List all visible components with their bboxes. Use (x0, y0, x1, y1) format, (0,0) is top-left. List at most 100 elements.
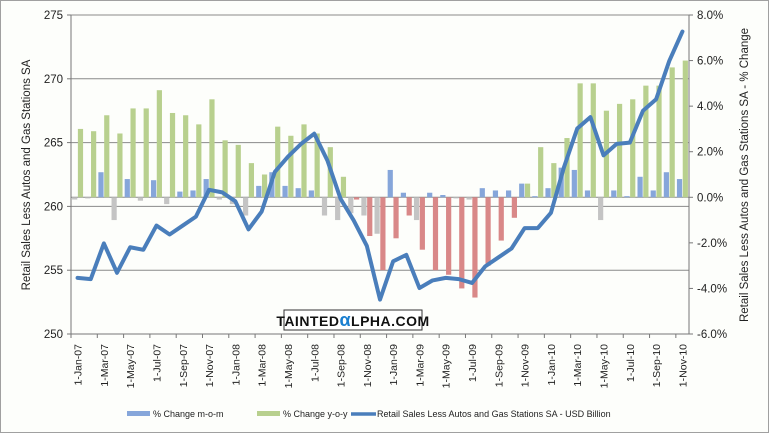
x-tick-label: 1-Nov-09 (520, 344, 532, 387)
right-tick-label: -2.0% (697, 238, 727, 250)
bar-yoy (591, 83, 596, 197)
bar-mom (677, 179, 682, 197)
bar-mom (72, 197, 77, 199)
watermark-logo: TAINTEDαLPHA.COM (276, 310, 429, 330)
bar-mom (256, 186, 261, 197)
bar-mom (532, 196, 537, 197)
left-tick-label: 275 (44, 10, 63, 22)
bar-yoy (183, 115, 188, 197)
bar-mom (467, 197, 472, 199)
bar-yoy (538, 147, 543, 197)
left-tick-label: 270 (44, 74, 63, 86)
bars (72, 61, 688, 298)
bar-mom (125, 179, 130, 197)
legend: % Change m-o-m % Change y-o-y Retail Sal… (127, 409, 611, 419)
bar-mom (190, 190, 195, 197)
x-tick-label: 1-Nov-10 (677, 344, 689, 387)
x-tick-label: 1-Mar-10 (572, 344, 584, 387)
bar-mom (651, 190, 656, 197)
bar-yoy (459, 197, 464, 288)
bar-yoy (144, 108, 149, 197)
bar-mom (440, 195, 445, 197)
bar-yoy (78, 129, 83, 197)
bar-yoy (393, 197, 398, 238)
bar-mom (453, 197, 458, 198)
bar-mom (624, 196, 629, 197)
bar-yoy (209, 99, 214, 197)
bar-yoy (275, 127, 280, 198)
bar-mom (598, 197, 603, 220)
x-tick-label: 1-Nov-07 (204, 344, 216, 387)
bar-mom (98, 172, 103, 197)
bar-yoy (157, 90, 162, 197)
bar-mom (361, 197, 366, 215)
right-axis-label: Retail Sales Less Autos and Gas Stations… (739, 28, 751, 322)
bar-mom (414, 197, 419, 220)
bar-mom (85, 197, 90, 198)
x-tick-label: 1-Jan-09 (388, 344, 400, 386)
x-tick-label: 1-May-09 (441, 344, 453, 389)
x-tick-label: 1-Jan-10 (546, 344, 558, 386)
x-tick-label: 1-Mar-08 (257, 344, 269, 387)
bar-yoy (196, 124, 201, 197)
bar-yoy (630, 99, 635, 197)
bar-mom (480, 188, 485, 197)
x-tick-label: 1-Jul-09 (467, 344, 479, 382)
x-tick-label: 1-Mar-09 (414, 344, 426, 387)
x-tick-label: 1-Sep-10 (651, 344, 663, 387)
bar-mom (138, 197, 143, 200)
x-tick-label: 1-Nov-08 (362, 344, 374, 387)
bar-yoy (683, 61, 688, 198)
bar-yoy (670, 67, 675, 197)
x-tick-label: 1-Jul-07 (151, 344, 163, 382)
left-tick-label: 255 (44, 265, 63, 277)
bar-mom (506, 190, 511, 197)
svg-text:TAINTEDαLPHA.COM: TAINTEDαLPHA.COM (276, 310, 429, 330)
bar-yoy (643, 86, 648, 198)
bar-mom (177, 192, 182, 198)
bar-yoy (578, 83, 583, 197)
bar-mom (151, 180, 156, 197)
bar-yoy (130, 108, 135, 197)
bar-mom (375, 197, 380, 233)
bar-mom (164, 197, 169, 204)
bar-yoy (525, 184, 530, 198)
bar-yoy (380, 197, 385, 270)
left-tick-label: 260 (44, 201, 63, 213)
bar-yoy (91, 131, 96, 197)
right-tick-label: 4.0% (697, 101, 723, 113)
x-tick-label: 1-May-07 (125, 344, 137, 389)
bar-yoy (236, 145, 241, 197)
right-tick-label: 8.0% (697, 10, 723, 22)
bar-yoy (367, 197, 372, 236)
bar-yoy (446, 197, 451, 274)
bar-mom (611, 190, 616, 197)
right-tick-label: 6.0% (697, 56, 723, 68)
x-tick-label: 1-Jul-08 (309, 344, 321, 382)
bar-mom (282, 186, 287, 197)
x-tick-label: 1-Sep-08 (336, 344, 348, 387)
x-tick-label: 1-May-08 (283, 344, 295, 389)
bar-mom (217, 197, 222, 199)
x-tick-label: 1-Mar-07 (99, 344, 111, 387)
bar-mom (545, 188, 550, 197)
left-tick-label: 265 (44, 138, 63, 150)
bar-mom (585, 190, 590, 197)
bar-yoy (656, 86, 661, 198)
bar-yoy (170, 113, 175, 197)
bar-yoy (223, 140, 228, 197)
legend-swatch-yoy (257, 411, 280, 416)
bar-yoy (341, 177, 346, 198)
bar-mom (322, 197, 327, 215)
legend-label-mom: % Change m-o-m (153, 409, 224, 419)
bar-mom (401, 193, 406, 198)
legend-label-yoy: % Change y-o-y (283, 409, 348, 419)
bar-yoy (512, 197, 517, 218)
right-tick-label: 0.0% (697, 192, 723, 204)
bar-yoy (301, 124, 306, 197)
right-tick-label: 2.0% (697, 147, 723, 159)
bar-mom (243, 197, 248, 215)
bar-mom (493, 190, 498, 197)
